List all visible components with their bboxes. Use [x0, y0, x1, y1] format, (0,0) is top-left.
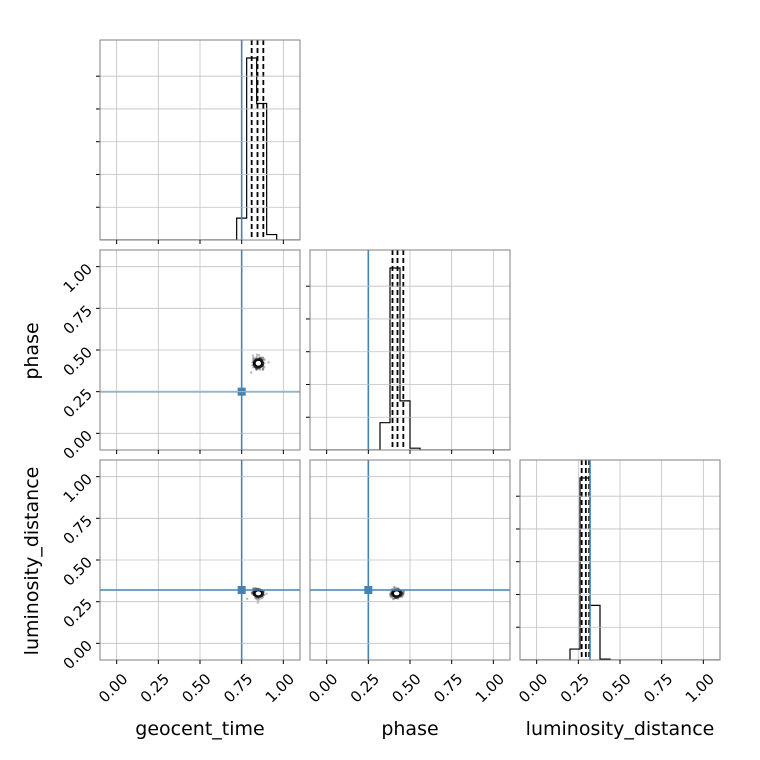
x-axis-label-luminosity-distance: luminosity_distance	[526, 718, 715, 740]
panel-geocent-time-vs-luminosity-distance: 0.000.250.500.751.000.00 0.25 0.50 0.75 1.00	[60, 459, 301, 706]
histogram-phase	[310, 267, 510, 450]
density-contour-inner	[254, 590, 263, 597]
density-contour-inner	[392, 590, 401, 597]
y-tick-label-0: 0.00	[60, 637, 96, 673]
y-tick-label-1: 0.25	[60, 595, 96, 631]
x-tick-label-1: 0.25	[557, 670, 593, 706]
x-tick-label-1: 0.25	[347, 670, 383, 706]
x-tick-label-0: 0.00	[515, 670, 551, 706]
x-tick-label-1: 0.25	[137, 670, 173, 706]
density-core	[391, 592, 394, 595]
y-tick-label-4: 1.00	[60, 470, 96, 506]
y-tick-label-2: 0.50	[60, 343, 96, 379]
x-tick-label-3: 0.75	[640, 670, 676, 706]
x-tick-label-3: 0.75	[220, 670, 256, 706]
y-tick-label-4: 1.00	[60, 260, 96, 296]
corner-panels: 0.000.250.500.751.000.000.250.500.751.00…	[60, 39, 721, 706]
y-tick-label-3: 0.75	[60, 512, 96, 548]
panel-content	[520, 460, 720, 660]
panel-content	[310, 250, 510, 450]
panel-phase-vs-luminosity-distance: 0.00 0.25 0.50 0.75 1.00	[305, 459, 511, 706]
x-axis-label-phase: phase	[381, 718, 438, 740]
panel-content	[310, 460, 510, 660]
x-tick-label-2: 0.50	[388, 670, 424, 706]
y-axis-label-luminosity-distance: luminosity_distance	[21, 467, 43, 656]
x-tick-label-0: 0.00	[95, 670, 131, 706]
y-tick-label-3: 0.75	[60, 302, 96, 338]
x-tick-label-3: 0.75	[430, 670, 466, 706]
panel-luminosity-distance-hist: 0.00 0.25 0.50 0.75 1.00	[515, 459, 721, 706]
panel-geocent-time-vs-phase: 0.00 0.25 0.50 0.75 1.00	[60, 249, 301, 463]
x-tick-label-0: 0.00	[305, 670, 341, 706]
density-core	[253, 361, 256, 365]
y-tick-label-1: 0.25	[60, 385, 96, 421]
truth-marker	[364, 586, 373, 594]
y-tick-label-0: 0.00	[60, 427, 96, 463]
x-axis-label-geocent-time: geocent_time	[135, 718, 264, 740]
density-contour-inner	[254, 359, 263, 367]
density-core	[253, 592, 256, 595]
truth-marker	[237, 586, 246, 594]
panel-phase-hist	[306, 249, 511, 454]
x-tick-label-4: 1.00	[682, 670, 718, 706]
panel-content	[100, 460, 300, 660]
y-tick-label-2: 0.50	[60, 553, 96, 589]
panel-geocent-time-hist	[96, 39, 301, 244]
x-tick-label-2: 0.50	[178, 670, 214, 706]
panel-content	[100, 40, 300, 240]
x-tick-label-2: 0.50	[598, 670, 634, 706]
y-axis-label-phase: phase	[21, 322, 43, 379]
x-tick-label-4: 1.00	[472, 670, 508, 706]
x-tick-label-4: 1.00	[262, 670, 298, 706]
